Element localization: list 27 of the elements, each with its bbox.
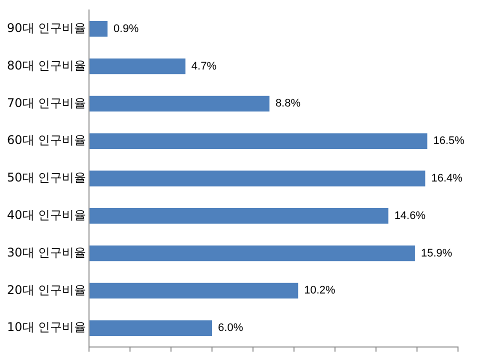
data-label: 14.6% [394,210,426,222]
data-label: 15.9% [420,247,452,260]
bar [90,320,212,336]
bar [90,96,270,112]
y-tick-label: 10대 인구비율 [6,320,86,334]
data-label: 0.9% [114,22,139,35]
y-tick-label: 30대 인구비율 [6,245,86,260]
bar [90,58,186,74]
bar [90,170,426,186]
data-label: 16.4% [431,172,463,185]
y-tick-label: 50대 인구비율 [6,170,86,185]
bar [90,245,415,262]
y-tick-label: 80대 인구비율 [6,58,86,72]
y-tick-label: 20대 인구비율 [6,282,86,297]
data-label: 8.8% [275,98,301,110]
data-label: 6.0% [218,322,244,334]
bar [90,21,108,37]
bar [90,208,388,224]
y-tick-label: 70대 인구비율 [6,96,86,110]
bar [90,282,298,299]
data-label: 10.2% [304,284,336,297]
data-label: 4.7% [191,60,217,72]
y-tick-label: 90대 인구비율 [6,21,86,36]
y-tick-label: 40대 인구비율 [6,208,86,222]
bar [90,133,428,149]
data-label: 16.5% [433,135,465,148]
y-tick-label: 60대 인구비율 [6,133,86,148]
